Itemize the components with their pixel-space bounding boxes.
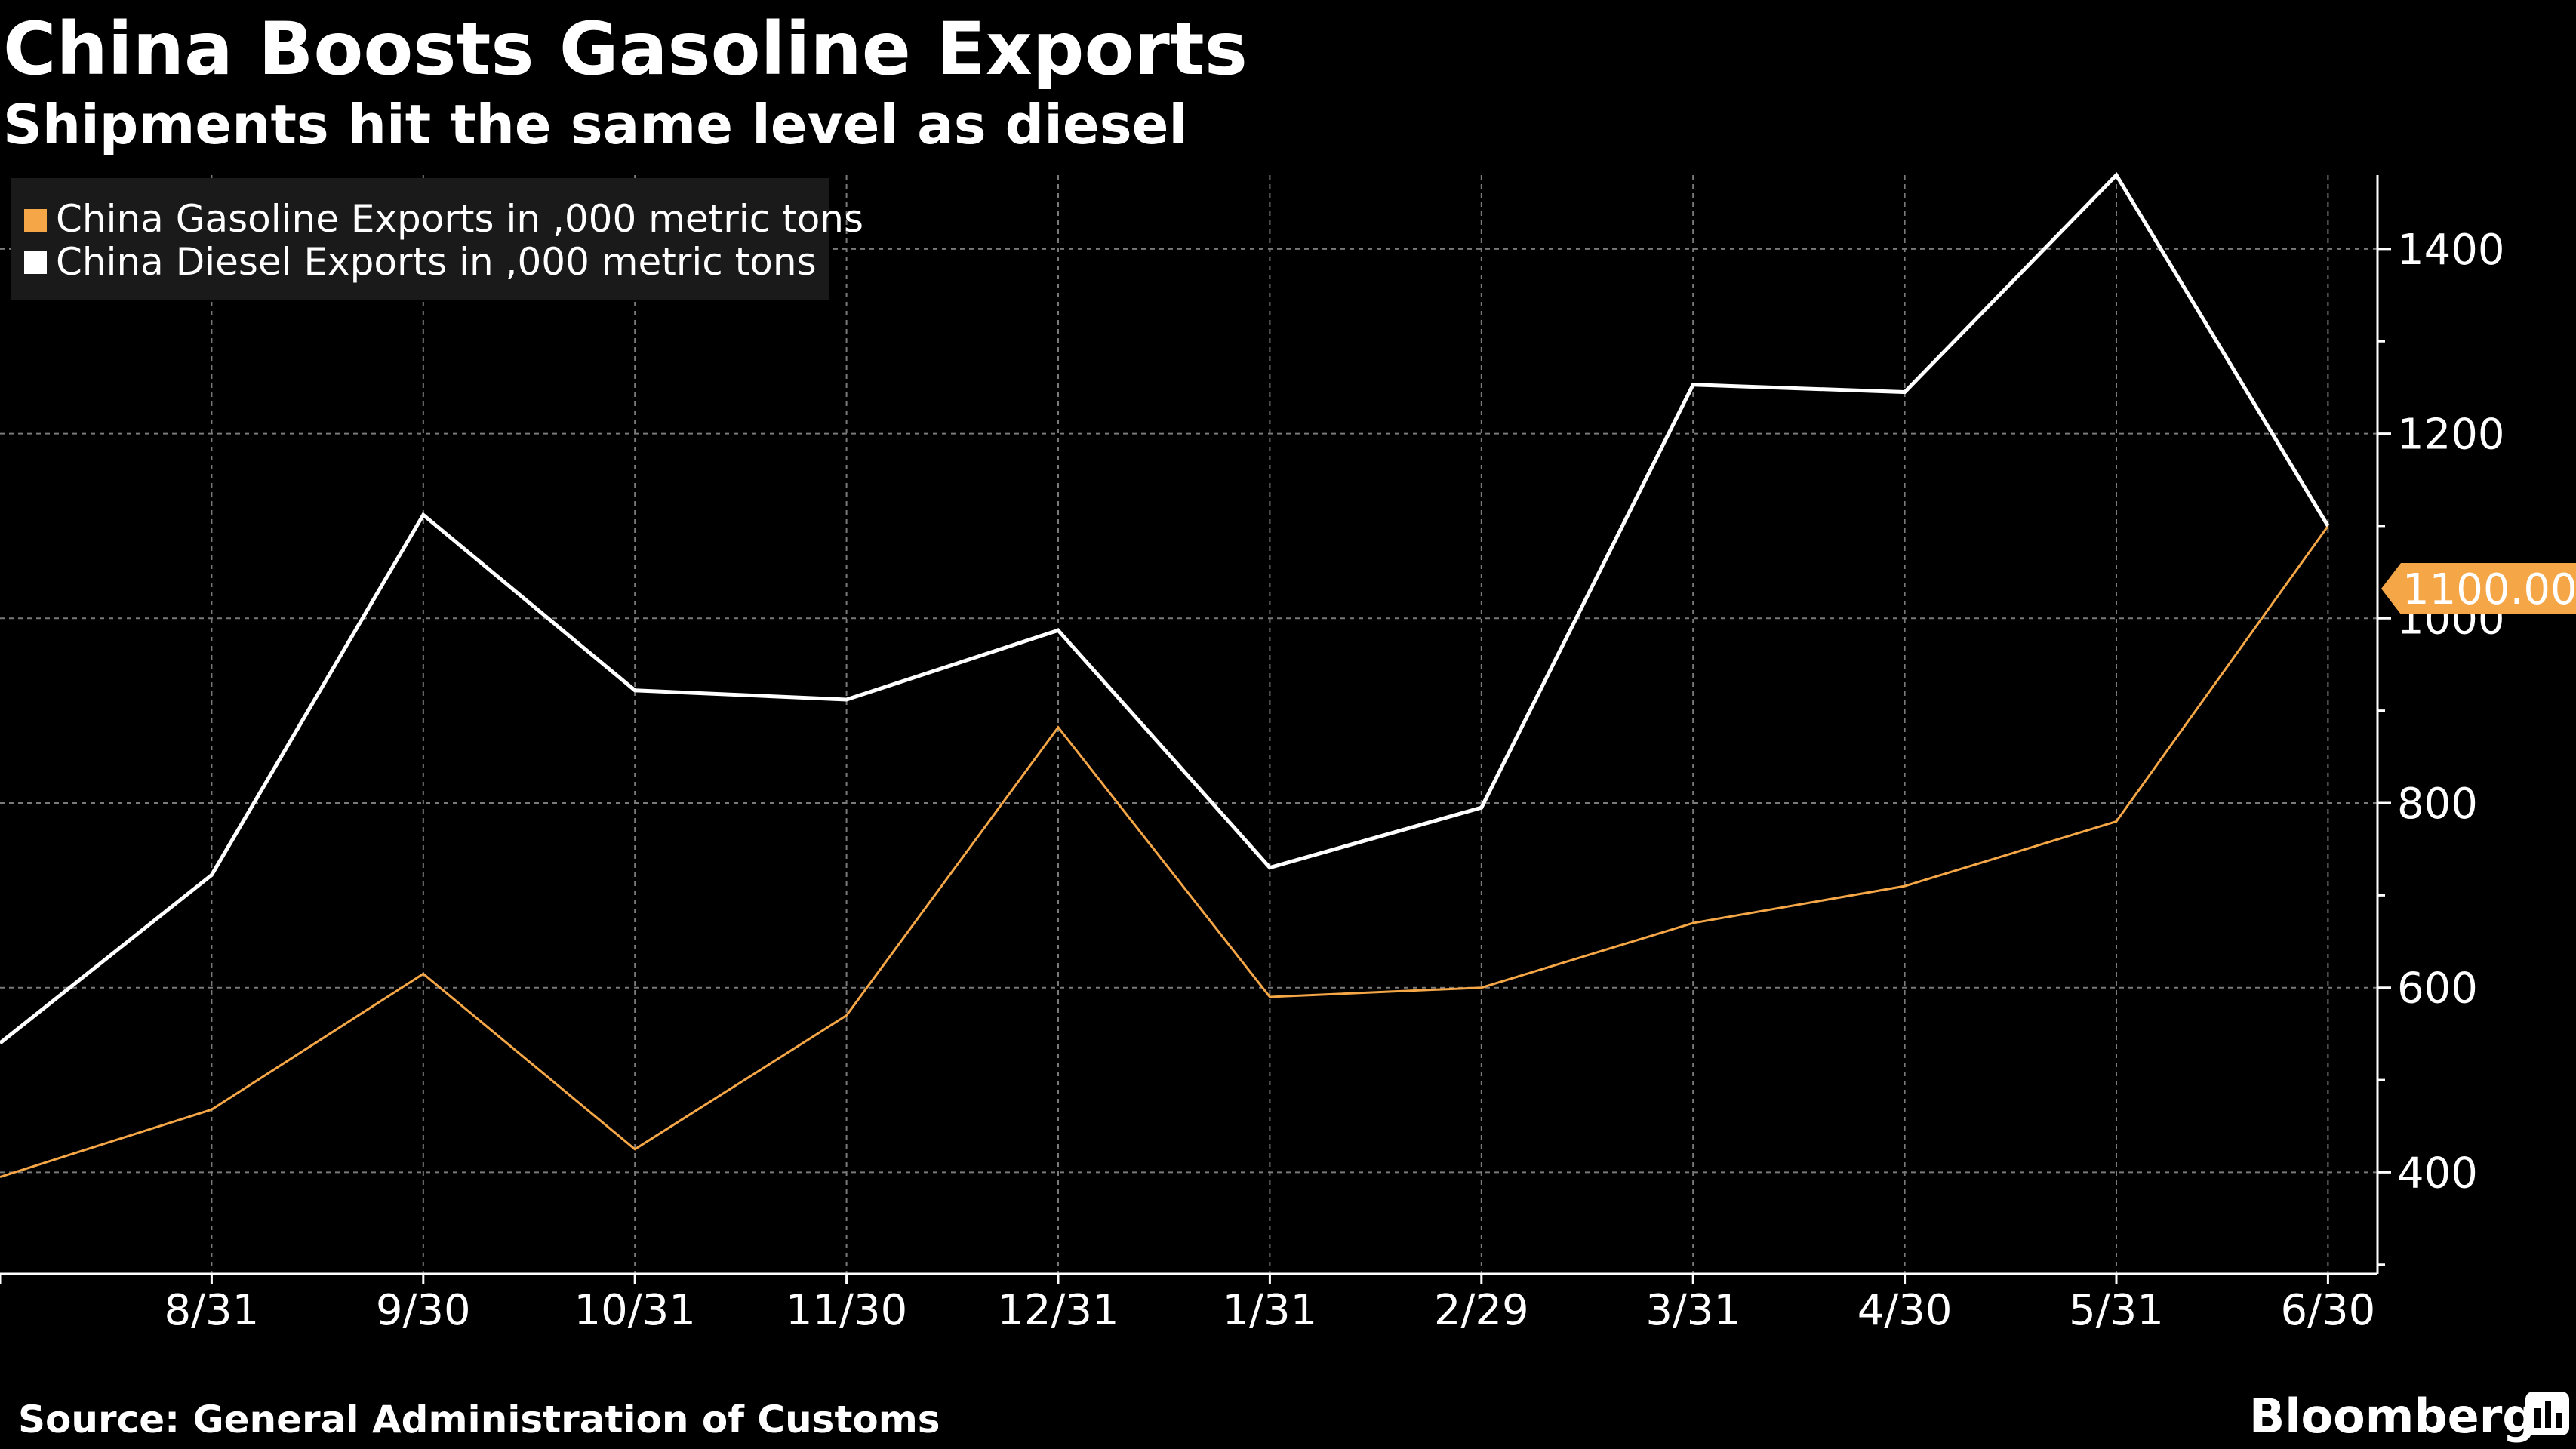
x-tick-label: 4/30: [1857, 1286, 1953, 1335]
legend-swatch-gasoline: [24, 209, 47, 232]
x-tick-label: 6/30: [2281, 1286, 2376, 1335]
y-tick-label: 800: [2397, 780, 2478, 829]
source-note: Source: General Administration of Custom…: [18, 1398, 940, 1441]
legend-background: [11, 178, 829, 300]
legend-swatch-diesel: [24, 251, 47, 274]
y-tick-label: 1200: [2397, 411, 2505, 460]
x-tick-label: 8/31: [165, 1286, 260, 1335]
legend-label-gasoline: China Gasoline Exports in ,000 metric to…: [56, 197, 863, 241]
series-line-gasoline: [0, 525, 2329, 1178]
legend-label-diesel: China Diesel Exports in ,000 metric tons: [56, 240, 817, 284]
x-tick-label: 2/29: [1434, 1286, 1529, 1335]
legend: China Gasoline Exports in ,000 metric to…: [11, 178, 863, 300]
series-lines: [0, 171, 2330, 1178]
series-line-diesel: [0, 171, 2330, 1045]
x-tick-label: 11/30: [786, 1286, 907, 1335]
chart-title: China Boosts Gasoline Exports: [3, 7, 1248, 91]
axes: [0, 175, 2391, 1284]
x-tick-label: 9/30: [376, 1286, 471, 1335]
last-value-badge: 1100.00: [2381, 563, 2576, 614]
last-value-badge-shape: [2381, 563, 2576, 614]
bloomberg-chart-icon: [2525, 1392, 2569, 1435]
x-tick-label: 1/31: [1223, 1286, 1318, 1335]
x-axis-ticks: 8/31 9/30 10/31 11/30 12/31 1/31 2/29 3/31 4/30 5…: [165, 1286, 2376, 1335]
chart-subtitle: Shipments hit the same level as diesel: [3, 93, 1187, 156]
grid: [0, 175, 2377, 1274]
x-tick-label: 5/31: [2069, 1286, 2164, 1335]
y-tick-label: 1400: [2397, 226, 2505, 275]
x-tick-label: 3/31: [1645, 1286, 1740, 1335]
brand-logo: Bloomberg: [2249, 1389, 2536, 1444]
x-tick-label: 12/31: [997, 1286, 1119, 1335]
last-value-label: 1100.00: [2402, 565, 2576, 614]
y-tick-label: 400: [2397, 1149, 2478, 1198]
y-tick-label: 600: [2397, 964, 2478, 1014]
x-tick-label: 10/31: [574, 1286, 696, 1335]
